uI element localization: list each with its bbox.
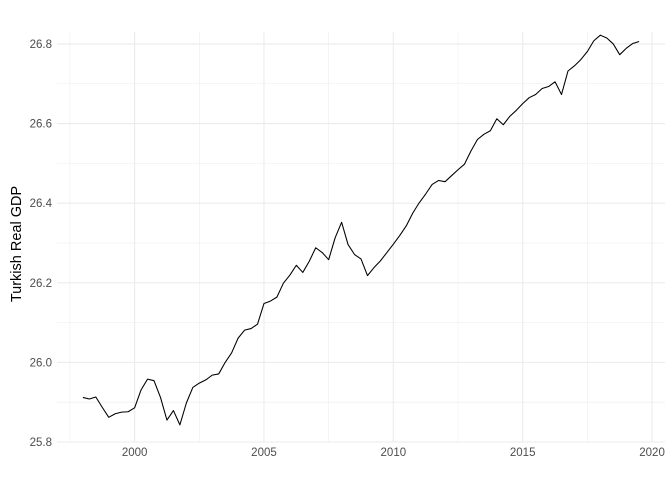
y-axis-tick-labels: 25.8 26.0 26.2 26.4 26.6 26.8 — [30, 39, 53, 449]
y-tick-label: 26.0 — [30, 357, 52, 369]
series-lines — [82, 34, 640, 426]
y-tick-label: 26.8 — [30, 39, 52, 51]
x-tick-label: 2015 — [510, 447, 536, 459]
y-tick-label: 26.2 — [30, 278, 52, 290]
y-axis-title: Turkish Real GDP — [9, 186, 25, 302]
x-tick-label: 2020 — [639, 447, 665, 459]
y-tick-label: 26.4 — [30, 198, 53, 210]
gdp-series-line — [82, 34, 640, 426]
x-axis-tick-labels: 2000 2005 2010 2015 2020 — [122, 447, 665, 459]
x-tick-label: 2010 — [381, 447, 407, 459]
grid-lines — [57, 32, 665, 443]
x-tick-label: 2000 — [122, 447, 148, 459]
y-tick-label: 26.6 — [30, 119, 52, 131]
x-tick-label: 2005 — [251, 447, 277, 459]
y-tick-label: 25.8 — [30, 437, 52, 449]
